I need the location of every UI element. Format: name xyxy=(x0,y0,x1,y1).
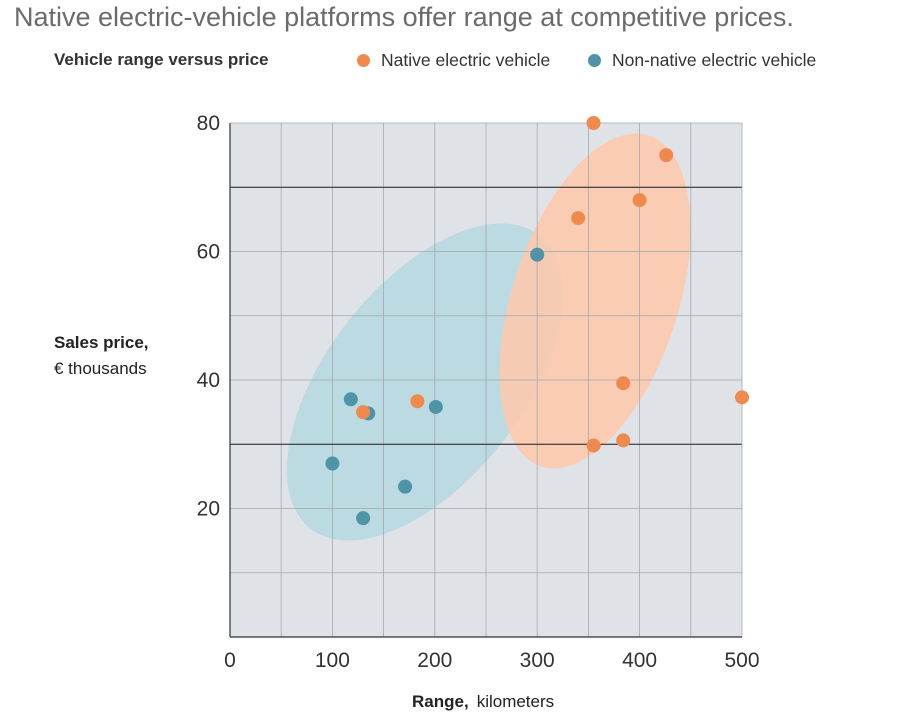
x-tick-label: 400 xyxy=(622,649,657,672)
non-native-ev-point xyxy=(428,399,443,414)
x-axis-title: Range, xyxy=(412,692,469,711)
non-native-ev-point xyxy=(356,511,371,526)
non-native-ev-point xyxy=(398,479,413,494)
native-ev-point xyxy=(735,390,749,405)
native-ev-point xyxy=(632,193,647,208)
chart-subtitle: Vehicle range versus price xyxy=(54,50,269,69)
native-ev-point xyxy=(356,405,371,420)
y-tick-label: 60 xyxy=(197,241,220,264)
non-native-ev-point xyxy=(325,456,340,471)
legend-item-non-native: Non-native electric vehicle xyxy=(588,50,816,71)
x-tick-label: 500 xyxy=(724,649,759,672)
chart-title: Native electric-vehicle platforms offer … xyxy=(14,2,794,32)
y-tick-label: 80 xyxy=(197,112,220,135)
y-axis-title: Sales price, xyxy=(54,333,149,352)
legend-item-native: Native electric vehicle xyxy=(357,50,550,71)
native-ev-point xyxy=(616,433,631,448)
legend-native-marker xyxy=(357,54,370,67)
non-native-ev-point xyxy=(343,392,358,407)
native-ev-point xyxy=(571,211,586,226)
legend-non-native-label: Non-native electric vehicle xyxy=(612,50,817,70)
legend-non-native-marker xyxy=(588,54,601,67)
x-axis-unit: kilometers xyxy=(476,692,555,711)
cluster-non-native xyxy=(286,223,564,541)
cluster-native xyxy=(499,133,691,469)
y-tick-label: 40 xyxy=(197,369,220,392)
x-tick-label: 0 xyxy=(224,649,236,672)
native-ev-point xyxy=(616,376,631,391)
x-tick-label: 200 xyxy=(417,649,452,672)
x-axis-label: Range, kilometers xyxy=(412,692,554,712)
x-tick-label: 100 xyxy=(315,649,350,672)
y-tick-label: 20 xyxy=(197,498,220,521)
non-native-ev-point xyxy=(530,247,545,262)
native-ev-point xyxy=(586,116,601,130)
x-tick-label: 300 xyxy=(520,649,555,672)
native-ev-point xyxy=(659,148,674,163)
y-axis-unit: € thousands xyxy=(54,359,147,378)
legend-native-label: Native electric vehicle xyxy=(381,50,551,70)
native-ev-point xyxy=(586,438,601,453)
y-axis-label: Sales price, € thousands xyxy=(54,330,149,382)
native-ev-point xyxy=(410,394,425,409)
